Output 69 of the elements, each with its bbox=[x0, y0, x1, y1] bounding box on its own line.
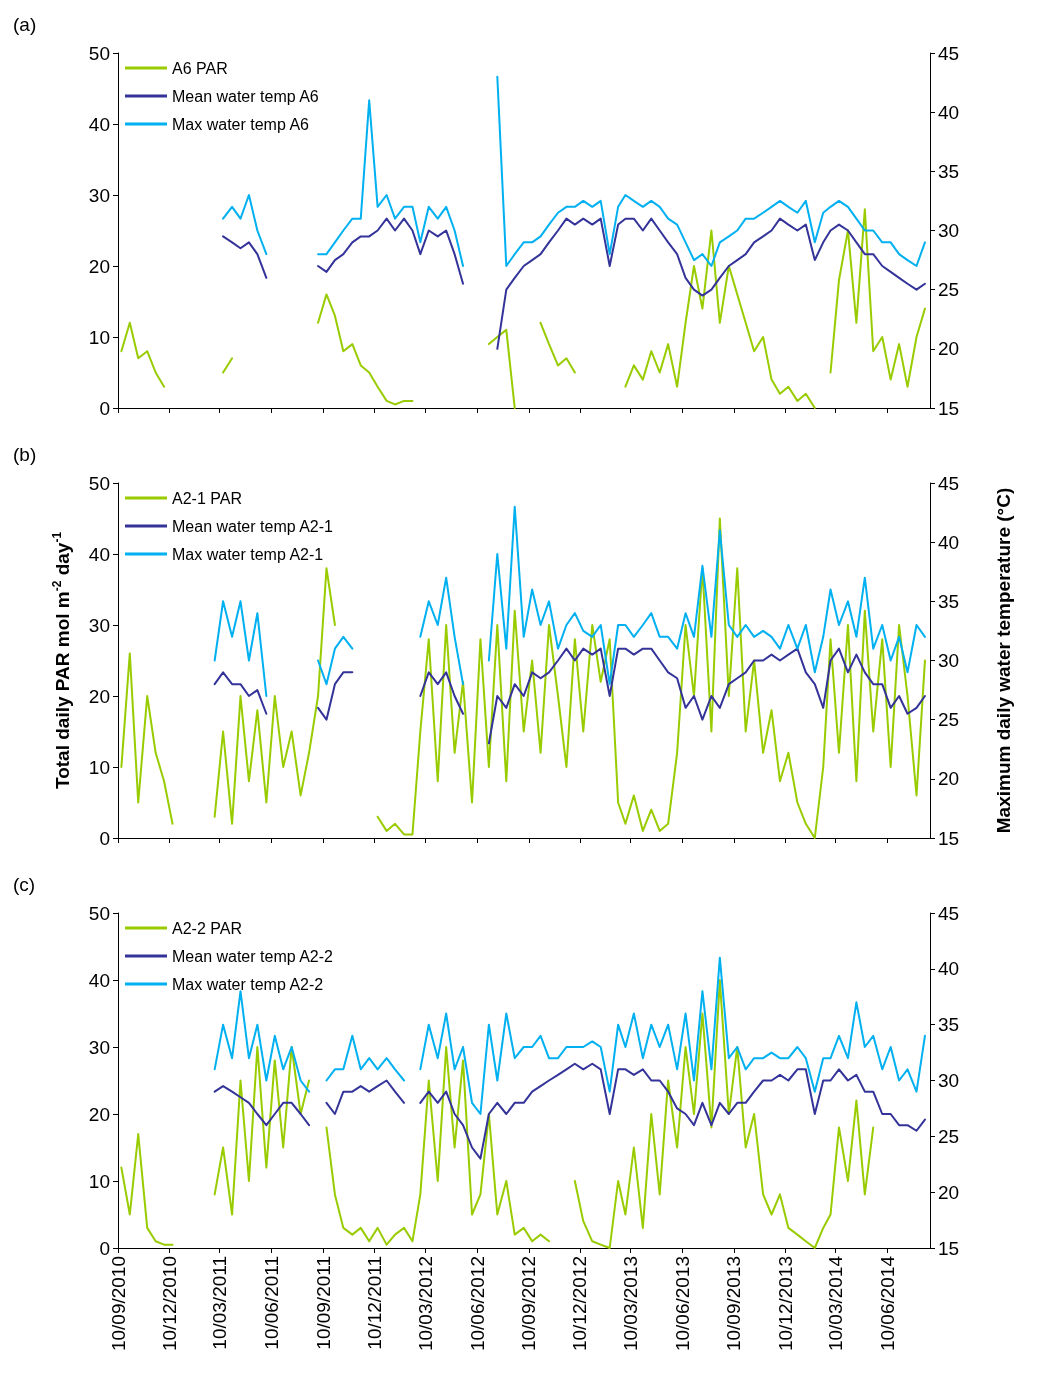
legend-label: Mean water temp A6 bbox=[172, 87, 319, 105]
y2-tick-label: 15 bbox=[938, 1237, 960, 1259]
y-tick-label: 40 bbox=[88, 543, 110, 565]
y2-tick-label: 15 bbox=[938, 827, 960, 849]
chart-title: (a) bbox=[13, 14, 37, 35]
y2-tick-label: 35 bbox=[938, 160, 960, 182]
y2-tick-label: 45 bbox=[938, 42, 960, 64]
y-tick-label: 30 bbox=[88, 614, 110, 636]
x-tick-label: 10/06/2014 bbox=[876, 1255, 898, 1352]
y-tick-label: 0 bbox=[99, 1237, 110, 1259]
y-tick-label: 50 bbox=[88, 902, 110, 924]
y2-tick-label: 15 bbox=[938, 397, 960, 419]
y-tick-label: 50 bbox=[88, 472, 110, 494]
y2-tick-label: 25 bbox=[938, 279, 960, 301]
legend-label: Mean water temp A2-1 bbox=[172, 517, 334, 535]
y2-axis-title: Maximum daily water temperature (°C) bbox=[992, 487, 1014, 834]
x-tick-label: 10/06/2011 bbox=[260, 1256, 282, 1350]
y-tick-label: 20 bbox=[88, 685, 110, 707]
y2-tick-label: 35 bbox=[938, 1014, 960, 1036]
x-tick-label: 10/12/2011 bbox=[363, 1256, 385, 1350]
legend-label: A2-1 PAR bbox=[172, 489, 242, 507]
x-tick-label: 10/12/2012 bbox=[569, 1256, 591, 1352]
y2-tick-label: 35 bbox=[938, 590, 960, 612]
y2-tick-label: 40 bbox=[938, 531, 960, 553]
x-tick-label: 10/03/2012 bbox=[414, 1256, 436, 1352]
y-tick-label: 40 bbox=[88, 113, 110, 135]
y-tick-label: 10 bbox=[88, 326, 110, 348]
y2-tick-label: 30 bbox=[938, 1070, 960, 1091]
legend-label: A6 PAR bbox=[172, 59, 228, 77]
x-tick-label: 10/09/2013 bbox=[723, 1256, 745, 1352]
y2-tick-label: 45 bbox=[938, 472, 960, 494]
x-tick-label: 10/03/2013 bbox=[619, 1256, 641, 1352]
x-tick-label: 10/03/2014 bbox=[825, 1255, 847, 1352]
y-tick-label: 20 bbox=[88, 1103, 110, 1125]
y-tick-label: 0 bbox=[99, 397, 110, 419]
y2-tick-label: 20 bbox=[938, 338, 960, 360]
y2-tick-label: 25 bbox=[938, 709, 960, 731]
y2-tick-label: 40 bbox=[938, 101, 960, 123]
legend-label: Mean water temp A2-2 bbox=[172, 947, 334, 965]
x-tick-label: 10/12/2010 bbox=[158, 1256, 180, 1352]
chart-title: (b) bbox=[13, 444, 37, 465]
y-tick-label: 10 bbox=[88, 1170, 110, 1192]
y-tick-label: 10 bbox=[88, 756, 110, 778]
y-tick-label: 50 bbox=[88, 42, 110, 64]
y2-tick-label: 40 bbox=[938, 958, 960, 980]
x-tick-label: 10/09/2010 bbox=[107, 1256, 129, 1352]
legend-label: Max water temp A2-1 bbox=[172, 545, 324, 563]
y2-tick-label: 20 bbox=[938, 1181, 960, 1203]
legend-label: A2-2 PAR bbox=[172, 919, 242, 937]
chart-title: (c) bbox=[13, 874, 36, 895]
y-axis-title: Total daily PAR mol m-2 day-1 bbox=[50, 531, 73, 790]
y-tick-label: 40 bbox=[88, 969, 110, 991]
x-tick-label: 10/03/2011 bbox=[209, 1256, 231, 1350]
y-tick-label: 0 bbox=[99, 827, 110, 849]
y-tick-label: 30 bbox=[88, 184, 110, 206]
y2-tick-label: 20 bbox=[938, 768, 960, 790]
y-tick-label: 30 bbox=[88, 1036, 110, 1058]
y2-tick-label: 30 bbox=[938, 220, 960, 241]
x-tick-label: 10/09/2011 bbox=[312, 1256, 334, 1350]
x-tick-label: 10/09/2012 bbox=[518, 1256, 540, 1352]
y2-tick-label: 25 bbox=[938, 1125, 960, 1147]
legend-label: Max water temp A6 bbox=[172, 115, 310, 133]
y-tick-label: 20 bbox=[88, 255, 110, 277]
legend-label: Max water temp A2-2 bbox=[172, 975, 324, 993]
x-tick-label: 10/06/2013 bbox=[671, 1256, 693, 1352]
y2-tick-label: 30 bbox=[938, 650, 960, 671]
x-tick-label: 10/06/2012 bbox=[466, 1256, 488, 1352]
y2-tick-label: 45 bbox=[938, 902, 960, 924]
x-tick-label: 10/12/2013 bbox=[774, 1256, 796, 1352]
